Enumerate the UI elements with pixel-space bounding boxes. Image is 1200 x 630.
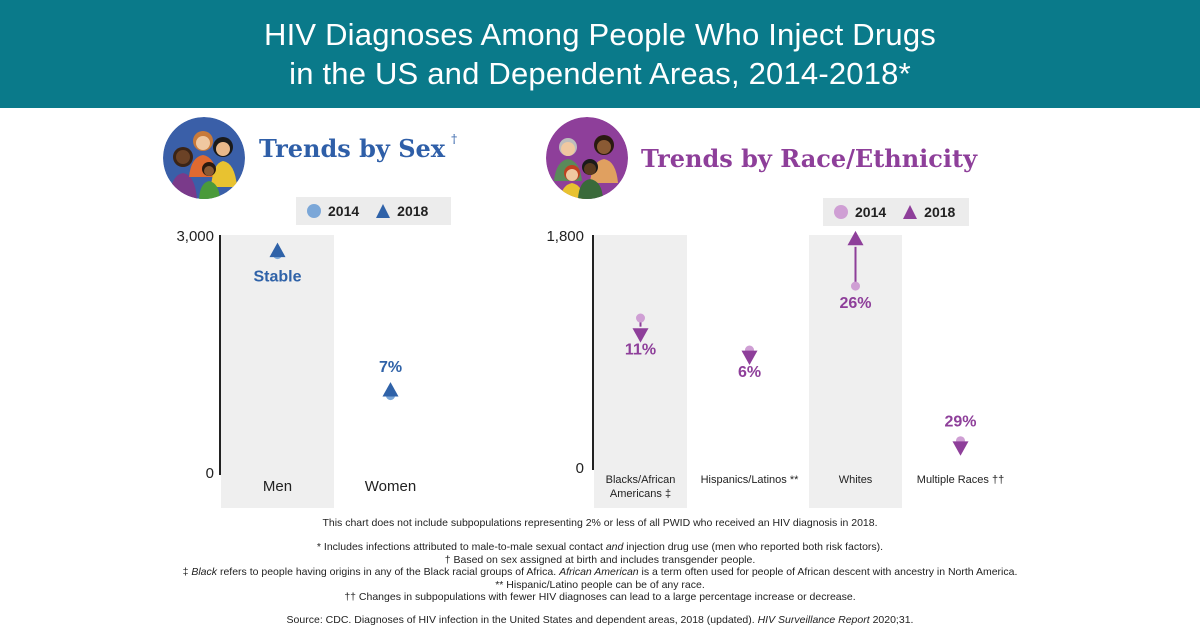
source-citation: Source: CDC. Diagnoses of HIV infection …: [0, 614, 1200, 626]
footer-notes: This chart does not include subpopulatio…: [0, 517, 1200, 626]
footnote-double-dagger: ‡ Black refers to people having origins …: [0, 566, 1200, 579]
people-group-icon-race: [546, 117, 628, 199]
sex-column-bg: [221, 235, 334, 508]
sex-y-tick-max: 3,000: [176, 228, 214, 245]
circle-marker-icon: [307, 204, 321, 218]
page-title-line-1: HIV Diagnoses Among People Who Inject Dr…: [264, 17, 936, 52]
sex-data-label: Stable: [253, 269, 301, 286]
race-legend-label-2018: 2018: [924, 204, 956, 220]
race-point-2018: [741, 350, 758, 366]
sex-legend-item-2014: 2014: [306, 203, 359, 219]
source-text-1: Source: CDC. Diagnoses of HIV infection …: [286, 613, 758, 626]
footnote-hispanic: ** Hispanic/Latino people can be of any …: [495, 578, 705, 591]
race-column-bg: [594, 235, 687, 508]
sex-legend-label-2018: 2018: [397, 203, 429, 219]
race-data-label: 6%: [738, 364, 761, 381]
triangle-marker-icon: [376, 204, 391, 218]
exclusion-note: This chart does not include subpopulatio…: [322, 517, 878, 529]
header-banner: HIV Diagnoses Among People Who Inject Dr…: [0, 0, 1200, 108]
race-category-label: Multiple Races ††: [917, 474, 1004, 486]
footnote-multiple-races: †† Changes in subpopulations with fewer …: [344, 591, 856, 603]
race-point-2018: [847, 230, 864, 246]
footnote-ddagger-em-1: Black: [191, 566, 218, 578]
race-data-label: 11%: [625, 342, 656, 359]
race-point-2018: [632, 328, 649, 343]
race-category-label: Blacks/African Americans ‡: [606, 474, 676, 500]
race-category-label: Hispanics/Latinos **: [701, 474, 800, 486]
race-data-label: 29%: [944, 414, 976, 431]
race-legend: 2014 2018: [823, 198, 969, 226]
sex-category-label: Women: [365, 478, 416, 495]
sex-section-title-text: Trends by Sex: [259, 134, 446, 163]
sex-category-label: Men: [263, 478, 292, 495]
people-group-icon: [163, 117, 245, 199]
race-section-title-text: Trends by Race/Ethnicity: [641, 144, 978, 173]
race-data-label: 26%: [839, 295, 871, 312]
sex-legend-item-2018: 2018: [375, 203, 428, 219]
race-legend-label-2014: 2014: [855, 204, 887, 220]
footnote-ddagger-text-2: is a term often used for people of Afric…: [638, 566, 1018, 578]
footnote-star: * Includes infections attributed to male…: [0, 541, 1200, 554]
race-y-tick-min: 0: [576, 460, 584, 477]
page-title-line-2: in the US and Dependent Areas, 2014-2018…: [289, 56, 911, 91]
sex-data-label: 7%: [379, 359, 402, 376]
race-section-title: Trends by Race/Ethnicity: [641, 144, 977, 173]
source-text-2: 2020;31.: [869, 613, 914, 626]
footnote-star-emphasis: and: [605, 541, 624, 553]
race-category-label: Whites: [839, 474, 873, 486]
footnote-dagger: † Based on sex assigned at birth and inc…: [444, 553, 756, 566]
race-point-2014: [636, 313, 645, 323]
race-point-2014: [851, 281, 860, 291]
sex-point-2018: [269, 242, 286, 258]
sex-point-2018: [382, 382, 399, 397]
sex-legend-label-2014: 2014: [328, 203, 360, 219]
footnote-star-text-2: injection drug use (men who reported bot…: [623, 541, 884, 553]
footnote-ddagger-mark: ‡: [182, 566, 192, 578]
sex-legend: 2014 2018: [296, 197, 451, 225]
sex-section-title: Trends by Sex †: [259, 132, 458, 163]
sex-y-tick-min: 0: [206, 465, 214, 482]
footnote-ddagger-em-2: African American: [559, 566, 639, 578]
race-legend-item-2014: 2014: [833, 204, 886, 220]
footnote-star-text-1: * Includes infections attributed to male…: [316, 541, 606, 553]
sex-title-footnote-mark: †: [451, 132, 458, 146]
race-legend-item-2018: 2018: [902, 204, 955, 220]
footnote-ddagger-text-1: refers to people having origins in any o…: [217, 566, 560, 578]
circle-marker-icon: [834, 205, 848, 219]
triangle-marker-icon: [903, 205, 918, 219]
race-point-2018: [952, 441, 969, 456]
source-emphasis: HIV Surveillance Report: [757, 613, 870, 626]
race-y-tick-max: 1,800: [546, 228, 584, 245]
